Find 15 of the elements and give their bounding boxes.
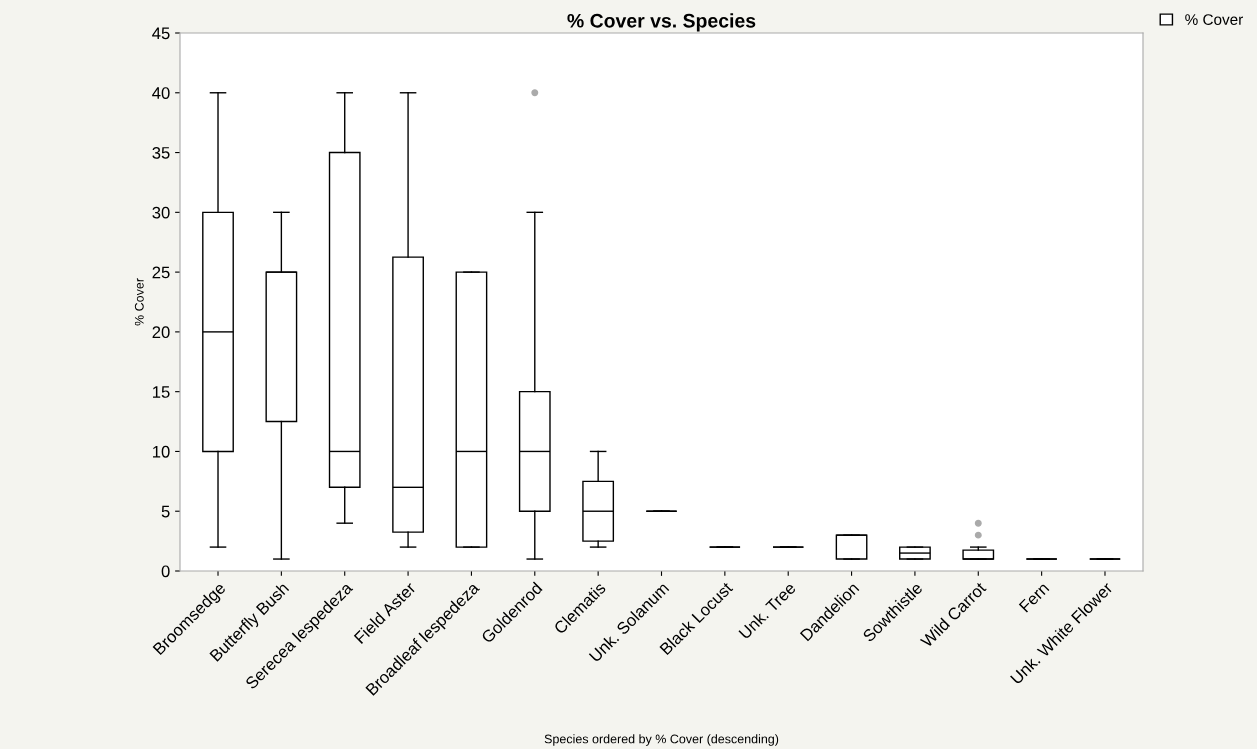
y-tick-label: 0	[161, 565, 170, 578]
y-tick-label: 45	[152, 27, 170, 40]
y-tick-label: 25	[152, 266, 170, 279]
y-tick-label: 30	[152, 206, 170, 219]
y-tick-label: 35	[152, 146, 170, 159]
y-tick-label: 10	[153, 445, 170, 458]
y-tick-label: 40	[152, 87, 170, 99]
chart-title: % Cover vs. Species	[567, 13, 756, 32]
x-axis-title: Species ordered by % Cover (descending)	[544, 734, 779, 746]
y-tick-label: 5	[161, 505, 170, 518]
y-axis-title: % Cover	[134, 278, 144, 326]
legend-label: % Cover	[1185, 14, 1243, 25]
y-tick-label: 15	[153, 386, 170, 398]
x-tick-label: Unk. Tree	[738, 581, 797, 640]
y-tick-label: 20	[152, 326, 170, 339]
